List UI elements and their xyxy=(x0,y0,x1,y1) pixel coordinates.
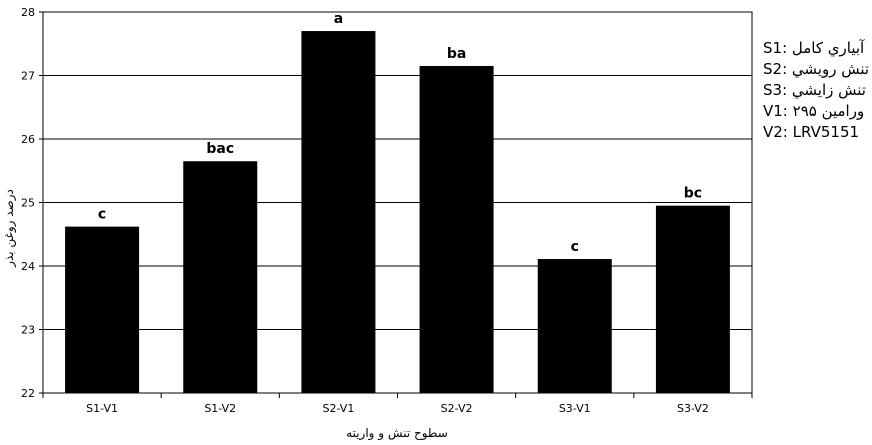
bar-annotation: c xyxy=(571,239,579,255)
y-axis-label: درصد روغن بذر xyxy=(2,189,17,268)
y-tick-label: 28 xyxy=(21,6,35,19)
bar xyxy=(65,226,140,393)
bar xyxy=(301,31,376,394)
bar xyxy=(183,161,258,393)
legend-item: V2: LRV5151 xyxy=(763,122,869,143)
x-tick-label: S1-V1 xyxy=(86,402,118,415)
y-tick-labels: 22 23 24 25 26 27 28 xyxy=(21,6,43,400)
legend-item: V1: ورامين ۲۹۵ xyxy=(763,101,869,122)
legend: S1: آبياري كامل S2: تنش رويشي S3: تنش زا… xyxy=(763,38,869,143)
bar xyxy=(537,259,612,393)
legend-code: S2: xyxy=(763,60,788,78)
y-tick-label: 26 xyxy=(21,133,35,146)
y-tick-label: 27 xyxy=(21,70,35,83)
legend-item: S3: تنش زايشي xyxy=(763,80,869,101)
legend-desc: ورامين ۲۹۵ xyxy=(792,102,865,120)
legend-desc: LRV5151 xyxy=(792,123,860,141)
legend-item: S1: آبياري كامل xyxy=(763,38,869,59)
x-tick-label: S2-V2 xyxy=(441,402,473,415)
bar-annotation: c xyxy=(98,207,106,223)
x-tick-label: S2-V1 xyxy=(322,402,354,415)
legend-desc: تنش رويشي xyxy=(791,60,870,78)
bar-annotation: a xyxy=(334,11,343,27)
x-axis-label: سطوح تنش و واريته xyxy=(346,426,448,441)
bars xyxy=(65,31,730,394)
bar-annotation: bc xyxy=(684,186,702,202)
bar-annotation: ba xyxy=(447,46,466,62)
legend-desc: تنش زايشي xyxy=(791,81,866,99)
x-tick-label: S3-V1 xyxy=(559,402,591,415)
legend-desc: آبياري كامل xyxy=(791,39,865,57)
legend-code: V2: xyxy=(763,123,788,141)
y-tick-label: 22 xyxy=(21,387,35,400)
legend-item: S2: تنش رويشي xyxy=(763,59,869,80)
legend-code: V1: xyxy=(763,102,788,120)
y-tick-label: 24 xyxy=(21,260,35,273)
bar-annotation: bac xyxy=(206,141,234,157)
x-tick-label: S3-V2 xyxy=(677,402,709,415)
x-tick-label: S1-V2 xyxy=(204,402,236,415)
legend-code: S1: xyxy=(763,39,788,57)
legend-code: S3: xyxy=(763,81,788,99)
y-tick-label: 25 xyxy=(21,197,35,210)
bar xyxy=(419,65,494,393)
y-tick-label: 23 xyxy=(21,324,35,337)
gridlines xyxy=(43,11,752,330)
x-tick-labels: S1-V1 S1-V2 S2-V1 S2-V2 S3-V1 S3-V2 xyxy=(42,393,753,415)
bar xyxy=(655,205,730,393)
